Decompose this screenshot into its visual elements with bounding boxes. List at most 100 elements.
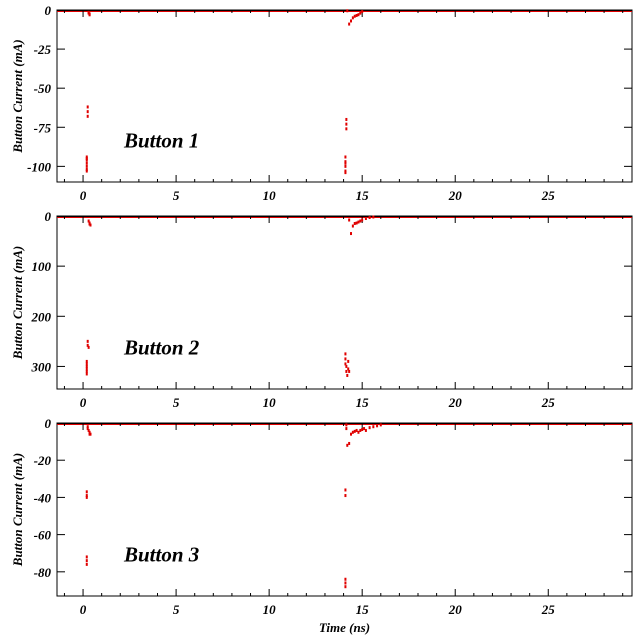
data-point — [344, 171, 347, 175]
data-point — [85, 161, 88, 165]
y-tick-label: -100 — [27, 159, 51, 174]
data-point — [361, 10, 364, 14]
data-point — [344, 155, 347, 159]
data-point — [351, 16, 354, 20]
data-point — [86, 427, 89, 431]
data-point — [344, 494, 347, 498]
data-point — [364, 428, 367, 432]
y-tick-label: 0 — [45, 209, 52, 224]
data-point — [85, 364, 88, 368]
data-point — [85, 490, 88, 494]
data-point — [361, 428, 364, 432]
data-point — [353, 14, 356, 18]
data-point — [344, 164, 347, 168]
x-tick-label: 15 — [356, 602, 370, 617]
data-point — [361, 218, 364, 222]
data-point — [344, 577, 347, 581]
data-point — [355, 13, 358, 17]
data-point — [85, 372, 88, 376]
data-point — [350, 432, 353, 436]
data-point — [344, 362, 347, 366]
data-point — [85, 555, 88, 559]
y-tick-label: 0 — [45, 3, 52, 18]
y-tick-label: -75 — [34, 120, 52, 135]
data-point — [87, 345, 90, 349]
data-point — [345, 423, 348, 427]
data-point — [363, 427, 366, 431]
x-tick-label: 5 — [173, 602, 180, 617]
x-tick-label: 20 — [448, 188, 463, 203]
y-tick-label: -20 — [34, 453, 52, 468]
data-point — [346, 373, 349, 377]
data-point — [344, 352, 347, 356]
data-point — [87, 219, 90, 223]
data-point — [355, 221, 358, 225]
data-point — [344, 160, 347, 164]
y-tick-label: -60 — [34, 528, 52, 543]
data-point — [357, 220, 360, 224]
y-axis-label: Button Current (mA) — [10, 39, 25, 153]
data-point — [345, 122, 348, 126]
data-point — [85, 495, 88, 499]
data-point — [345, 127, 348, 131]
data-point — [359, 219, 362, 223]
data-point — [86, 110, 89, 114]
y-tick-label: -50 — [34, 81, 52, 96]
data-point — [345, 427, 348, 431]
y-tick-label: 200 — [31, 309, 52, 324]
data-point — [372, 425, 375, 429]
data-point — [346, 9, 349, 13]
data-point — [344, 581, 347, 585]
data-point — [350, 19, 353, 23]
x-tick-label: 0 — [80, 188, 87, 203]
y-tick-label: 0 — [45, 416, 52, 431]
data-point — [345, 364, 348, 368]
data-point — [376, 424, 379, 428]
data-point — [89, 432, 92, 436]
data-point — [85, 158, 88, 162]
data-point — [344, 169, 347, 173]
x-tick-label: 0 — [80, 395, 87, 410]
x-tick-label: 25 — [541, 188, 556, 203]
x-tick-label: 15 — [356, 188, 370, 203]
data-point — [347, 367, 350, 371]
data-point — [355, 428, 358, 432]
data-point — [89, 223, 92, 227]
data-point — [348, 369, 351, 373]
data-point — [86, 105, 89, 109]
x-tick-label: 10 — [263, 602, 277, 617]
y-tick-label: 100 — [32, 259, 52, 274]
x-tick-label: 10 — [263, 188, 277, 203]
data-point — [353, 429, 356, 433]
data-point — [85, 359, 88, 363]
y-axis-label: Button Current (mA) — [10, 453, 25, 567]
data-point — [85, 367, 88, 371]
data-point — [86, 343, 89, 347]
x-tick-label: 20 — [448, 602, 463, 617]
data-point — [348, 218, 351, 222]
data-point — [357, 13, 360, 17]
data-point — [346, 443, 349, 447]
data-point — [85, 155, 88, 159]
x-tick-label: 0 — [80, 602, 87, 617]
panel-annotation: Button 1 — [123, 129, 199, 153]
plot-frame — [56, 422, 633, 597]
data-point — [87, 428, 90, 432]
data-point — [88, 13, 91, 17]
chart-panel-2: 0 5 10 15 20 25 0 100 200 300 Button Current (mA) B… — [10, 209, 633, 410]
data-point — [372, 215, 375, 219]
x-tick-label: 15 — [356, 395, 370, 410]
x-tick-label: 20 — [448, 395, 463, 410]
x-tick-label: 10 — [263, 395, 277, 410]
data-point — [88, 430, 91, 434]
data-point — [351, 430, 354, 434]
data-point — [357, 430, 360, 434]
data-point — [344, 488, 347, 492]
data-point — [85, 157, 88, 161]
data-point — [359, 428, 362, 432]
x-tick-label: 25 — [541, 395, 556, 410]
panel-annotation: Button 2 — [123, 335, 200, 359]
data-point — [86, 425, 89, 429]
x-tick-label: 5 — [173, 188, 180, 203]
